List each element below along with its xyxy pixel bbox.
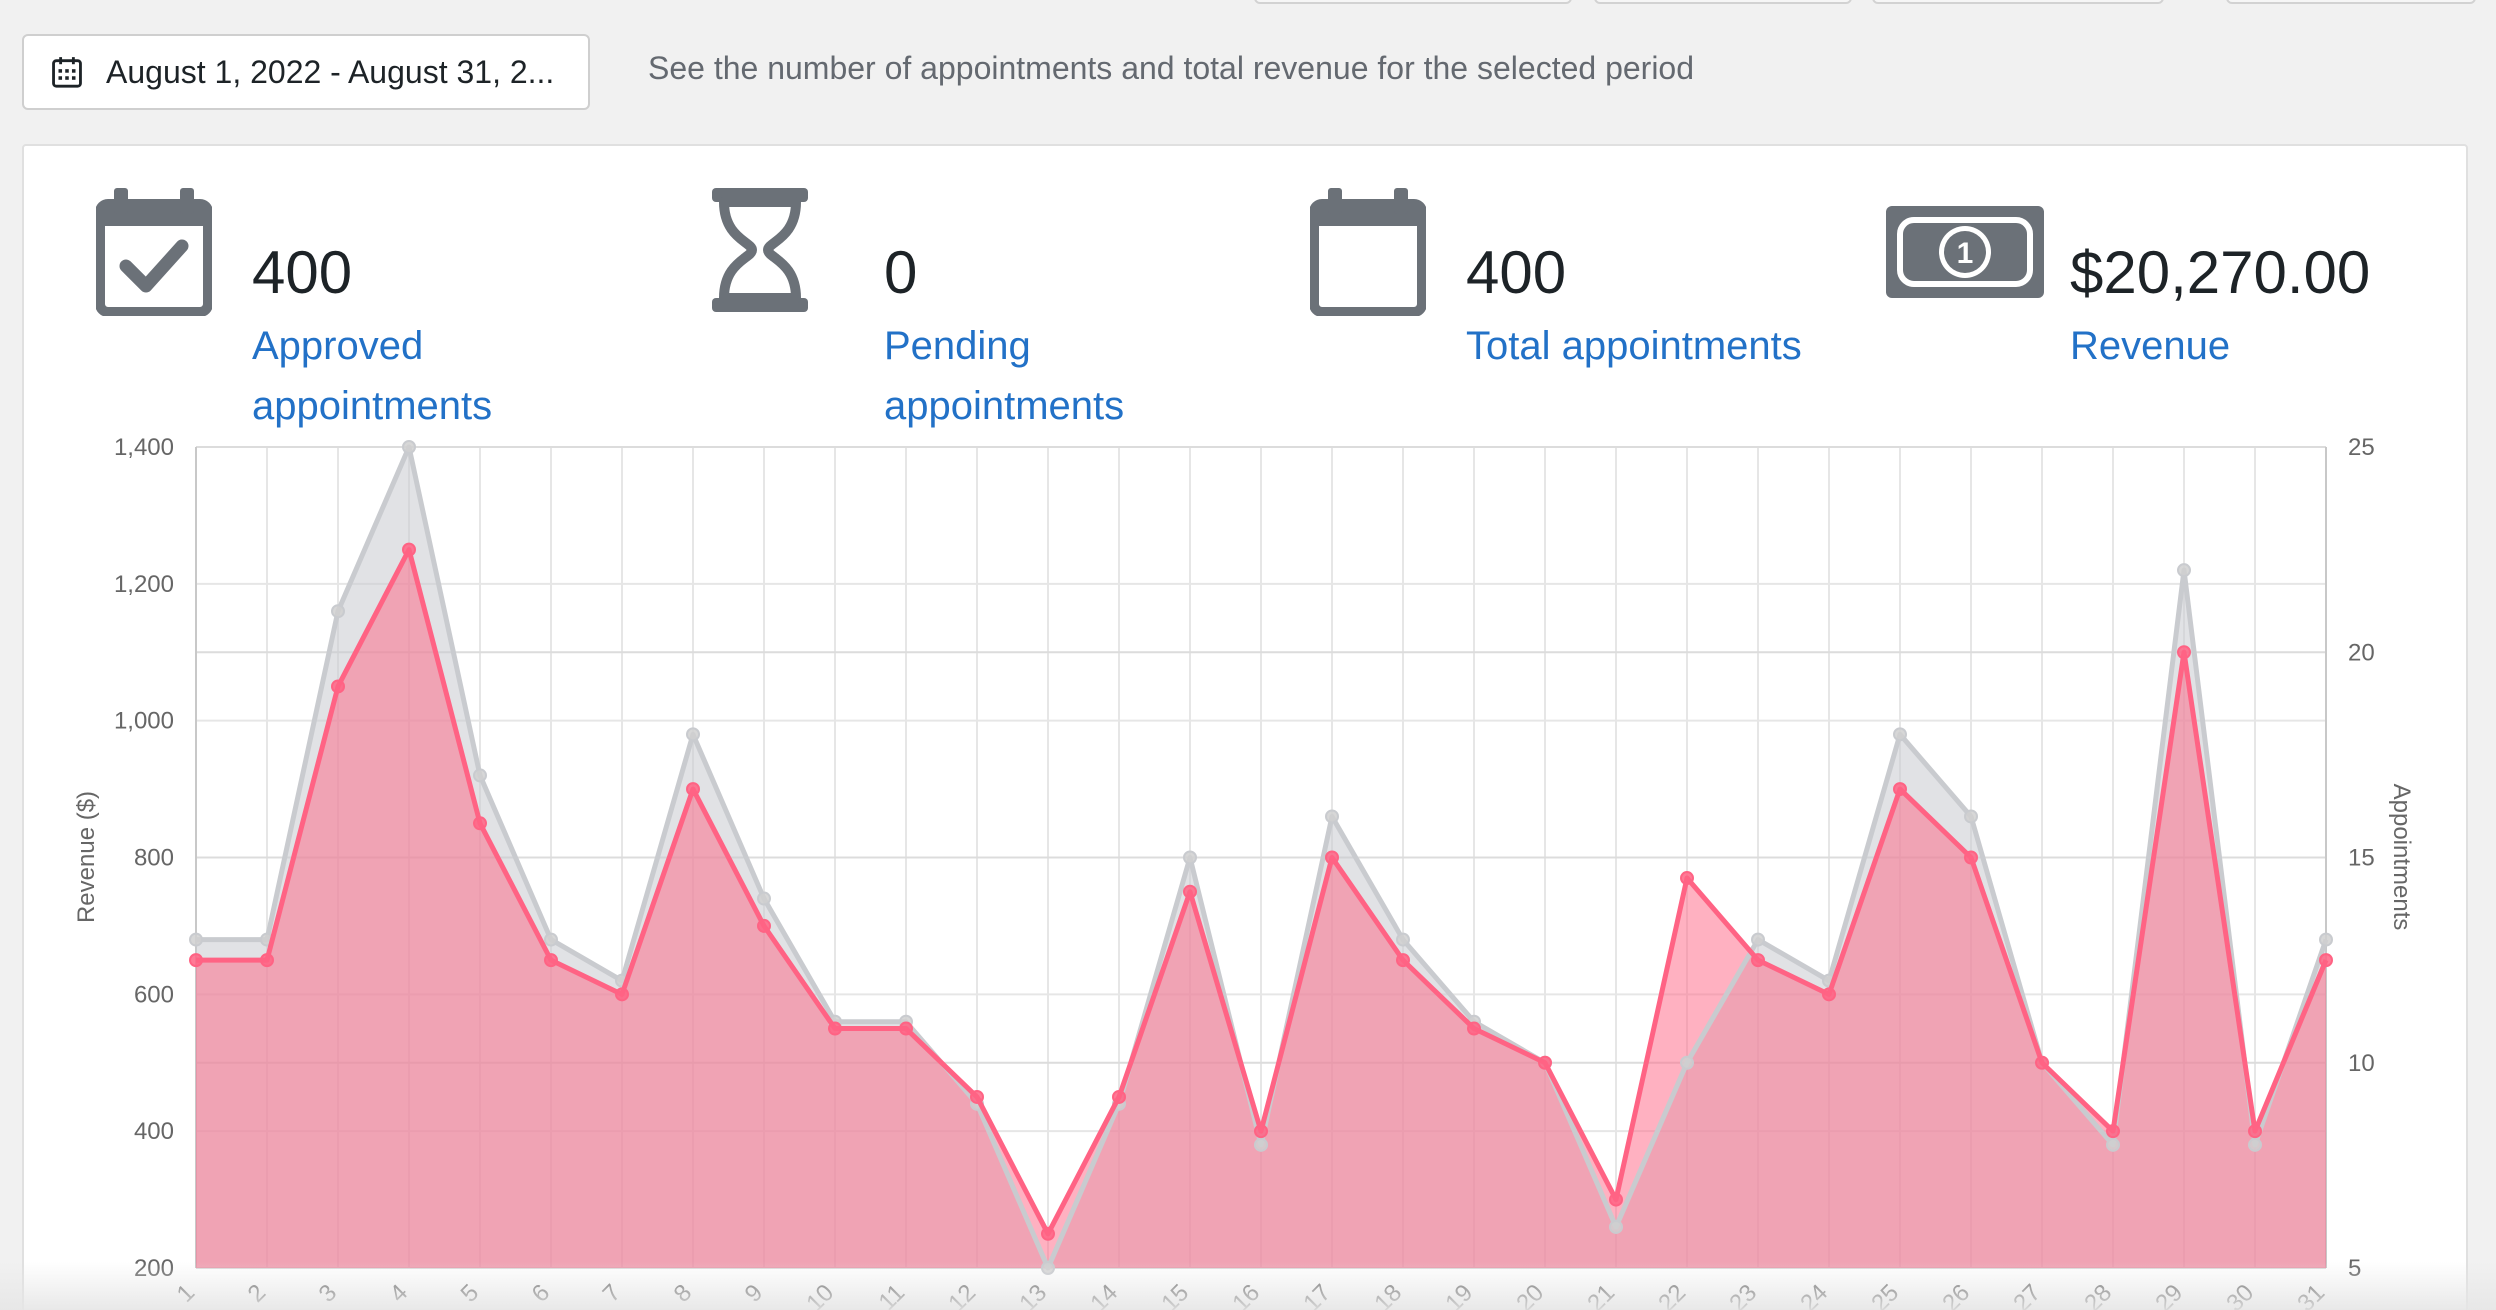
revenue-label-line1: Revenue — [2070, 324, 2231, 368]
total-label-line1: Total appointments — [1466, 324, 1802, 368]
calendar-icon — [1310, 188, 1426, 316]
toolbar-button-3[interactable] — [1872, 0, 2164, 4]
approved-label-line2: appointments — [252, 384, 493, 428]
toolbar-button-1[interactable] — [1254, 0, 1572, 4]
revenue-value: $20,270.00 — [2070, 239, 2371, 306]
top-toolbar — [0, 0, 2496, 6]
toolbar-button-2[interactable] — [1594, 0, 1852, 4]
bottom-fade — [0, 1262, 2496, 1310]
svg-text:1: 1 — [1957, 237, 1974, 270]
total-value: 400 — [1466, 239, 1567, 306]
date-range-picker[interactable]: August 1, 2022 - August 31, 2... — [22, 34, 590, 110]
approved-label-line1: Approved — [252, 324, 424, 368]
stats-card: 400 Approved appointments 0 Pending appo… — [22, 144, 2468, 1310]
hourglass-icon — [712, 188, 808, 312]
calendar-small-icon — [52, 57, 82, 88]
approved-label[interactable]: Approved appointments — [252, 316, 672, 436]
approved-value: 400 — [252, 239, 353, 306]
revenue-label[interactable]: Revenue — [2070, 316, 2490, 376]
calendar-check-icon — [96, 188, 212, 316]
money-bill-icon: 1 — [1886, 206, 2044, 298]
pending-label-line1: Pending — [884, 324, 1031, 368]
pending-label[interactable]: Pending appointments — [884, 316, 1304, 436]
pending-value: 0 — [884, 239, 918, 306]
period-description: See the number of appointments and total… — [648, 50, 1695, 86]
pending-label-line2: appointments — [884, 384, 1125, 428]
date-range-text: August 1, 2022 - August 31, 2... — [106, 53, 555, 90]
total-label[interactable]: Total appointments — [1466, 316, 1966, 376]
toolbar-button-4[interactable] — [2226, 0, 2476, 4]
